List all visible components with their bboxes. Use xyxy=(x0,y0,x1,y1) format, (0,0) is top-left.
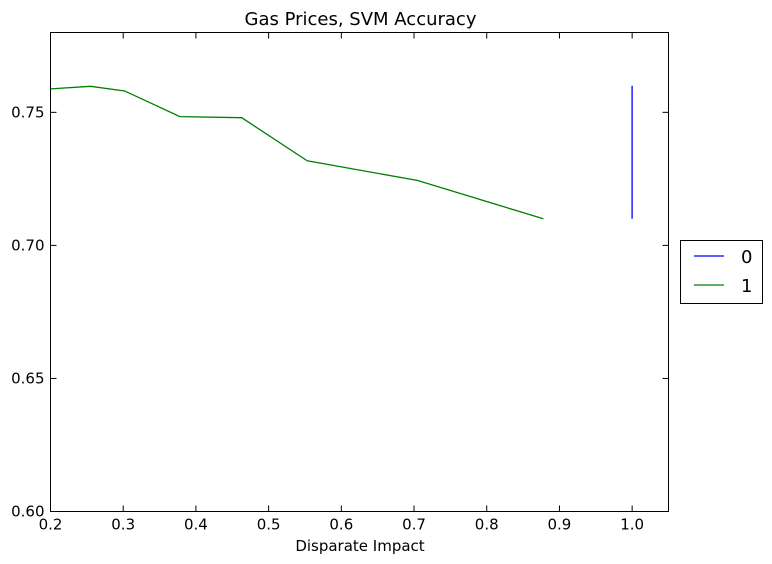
x-tick-label: 0.4 xyxy=(184,516,208,534)
y-tick-label: 0.65 xyxy=(11,369,44,387)
x-tick-label: 0.3 xyxy=(111,516,135,534)
series-layer xyxy=(50,85,633,220)
legend-label: 1 xyxy=(741,276,752,297)
x-tick-label: 0.6 xyxy=(329,516,353,534)
axis-ticks: 0.2 0.3 0.4 0.5 0.6 0.7 0.8 0.9 1.0 0.60 0.65 0.70 0… xyxy=(11,32,669,534)
x-tick-label: 0.2 xyxy=(39,516,63,534)
x-tick-label: 0.8 xyxy=(475,516,499,534)
series-line-1 xyxy=(50,85,544,220)
legend: 01 xyxy=(680,240,763,304)
y-tick-label: 0.70 xyxy=(11,236,44,254)
chart-title: Gas Prices, SVM Accuracy xyxy=(245,9,477,30)
legend-box xyxy=(680,240,763,304)
x-tick-label: 0.9 xyxy=(548,516,572,534)
x-tick-label: 1.0 xyxy=(620,516,644,534)
x-tick-label: 0.5 xyxy=(257,516,281,534)
x-axis-label: Disparate Impact xyxy=(295,537,424,555)
x-tick-label: 0.7 xyxy=(402,516,426,534)
legend-label: 0 xyxy=(741,247,752,268)
y-tick-label: 0.60 xyxy=(11,503,44,521)
y-tick-label: 0.75 xyxy=(11,103,44,121)
plot-frame xyxy=(50,32,669,512)
